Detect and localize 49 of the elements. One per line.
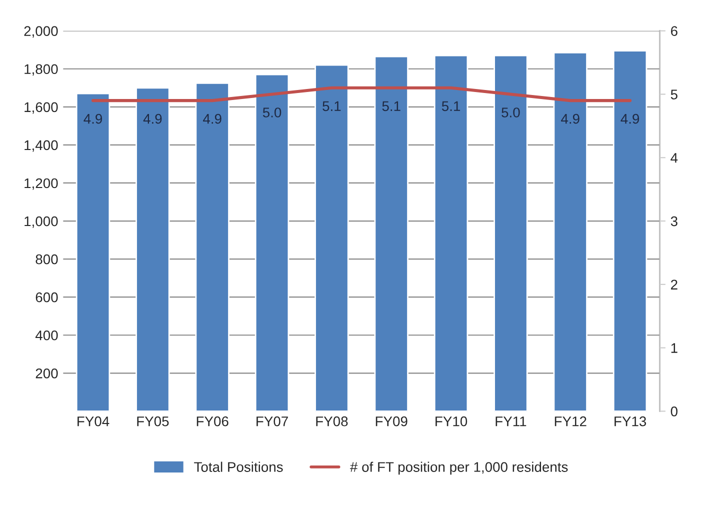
data-label: 4.9: [561, 114, 580, 124]
y2-tick-label: 5: [670, 90, 678, 100]
y-tick-label: 400: [35, 330, 58, 340]
bar: [612, 50, 648, 412]
data-label: 4.9: [143, 114, 162, 124]
y2-tick-label: 4: [670, 153, 678, 163]
y2-tick-label: 6: [671, 26, 678, 36]
bar: [136, 87, 170, 412]
y-tick-label: 1,400: [24, 140, 58, 152]
x-tick-label: FY13: [614, 416, 646, 426]
y-tick-label: 600: [36, 292, 58, 302]
y-tick-label: 1,600: [24, 102, 58, 114]
x-tick-label: FY09: [376, 416, 408, 426]
y2-tick-label: 2: [670, 280, 678, 290]
bar: [76, 92, 110, 412]
y2-tick-label: 1: [671, 343, 678, 353]
x-tick-label: FY06: [196, 416, 228, 426]
bar: [374, 56, 408, 412]
data-label: 4.9: [84, 114, 102, 124]
x-tick-label: FY07: [256, 416, 288, 426]
data-label: 5.0: [262, 108, 282, 118]
bar: [195, 82, 230, 412]
legend-label: # of FT position per 1,000 residents: [350, 462, 568, 475]
legend-label: Total Positions: [194, 462, 283, 472]
y2-tick-label: 0: [670, 406, 678, 416]
x-tick-label: FY12: [554, 416, 586, 426]
bar: [434, 54, 468, 412]
data-label: 5.1: [442, 101, 460, 112]
bar: [494, 54, 528, 412]
data-label: 5.1: [382, 101, 400, 112]
x-tick-label: FY05: [137, 416, 169, 426]
bar: [254, 74, 290, 412]
y-tick-label: 800: [36, 254, 58, 264]
x-tick-label: FY08: [316, 416, 348, 426]
y-tick-label: 200: [36, 368, 58, 378]
y-tick-label: 1,800: [24, 64, 58, 76]
x-tick-label: FY04: [78, 416, 110, 426]
y-tick-label: 1,000: [24, 216, 58, 228]
bar: [553, 52, 588, 412]
y-tick-label: 2,000: [24, 26, 58, 38]
data-label: 4.9: [203, 114, 222, 124]
y-tick-label: 1,200: [24, 178, 58, 190]
x-tick-label: FY10: [436, 416, 468, 426]
x-tick-label: FY11: [496, 416, 526, 426]
data-label: 5.0: [502, 108, 520, 118]
y2-tick-label: 3: [670, 216, 678, 226]
bar: [314, 64, 349, 412]
data-label: 5.1: [322, 101, 341, 112]
data-label: 4.9: [620, 114, 640, 124]
